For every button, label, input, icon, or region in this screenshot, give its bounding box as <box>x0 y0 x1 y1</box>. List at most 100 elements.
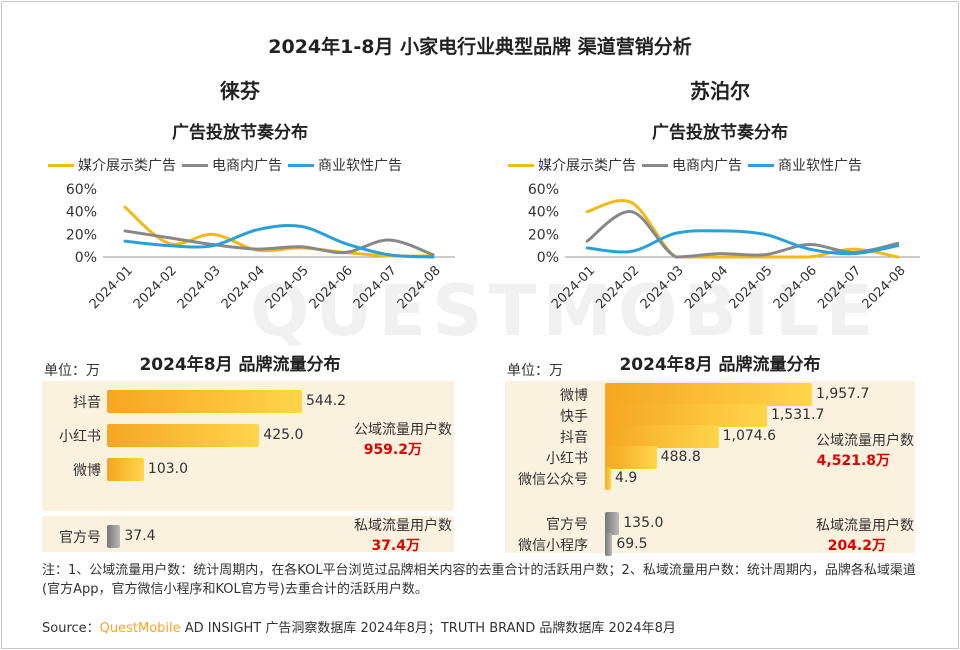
y-tick-label: 0% <box>75 250 97 266</box>
bar <box>605 383 812 406</box>
x-tick-label: 2024-04 <box>219 263 268 312</box>
y-tick-label: 60% <box>528 182 559 198</box>
x-tick-label: 2024-08 <box>860 263 909 312</box>
bar-chart-title-left: 2024年8月 品牌流量分布 <box>139 355 341 375</box>
legend-swatch <box>288 163 314 167</box>
bar <box>605 446 657 469</box>
bar-value-label: 1,957.7 <box>816 386 870 402</box>
y-tick-label: 40% <box>66 205 97 221</box>
series-line-left-0 <box>123 205 435 258</box>
bar-category-label: 官方号 <box>546 517 588 533</box>
legend-label: 媒介展示类广告 <box>78 158 176 174</box>
bar-value-label: 1,531.7 <box>770 407 825 423</box>
legend-item-ecom: 电商内广告 <box>642 155 742 175</box>
bar-value-label: 135.0 <box>623 515 664 531</box>
bar <box>107 525 121 548</box>
x-tick-label: 2024-06 <box>771 263 820 312</box>
legend-label: 商业软性广告 <box>778 158 862 174</box>
bar <box>605 425 719 448</box>
bar-category-label: 小红书 <box>59 429 101 445</box>
bar-category-label: 小红书 <box>546 451 588 467</box>
bar <box>107 390 302 413</box>
bar-category-label: 微信公众号 <box>518 472 588 488</box>
legend-item-soft: 商业软性广告 <box>748 155 862 175</box>
bar-category-label: 微信小程序 <box>518 538 588 554</box>
legend-swatch <box>748 163 774 167</box>
unit-label-left: 单位：万 <box>44 363 100 379</box>
source-rest: AD INSIGHT 广告洞察数据库 2024年8月；TRUTH BRAND 品… <box>180 621 676 636</box>
bar-category-label: 官方号 <box>59 530 101 546</box>
y-tick-label: 20% <box>66 227 97 243</box>
bar-category-label: 快手 <box>560 409 588 425</box>
legend-item-soft: 商业软性广告 <box>288 155 402 175</box>
public-total-label-right: 公域流量用户数 <box>816 433 914 449</box>
x-tick-label: 2024-01 <box>87 263 136 312</box>
bar-value-label: 488.8 <box>660 449 701 465</box>
series-line-right-0 <box>585 199 900 259</box>
bar-category-label: 抖音 <box>73 395 101 411</box>
line-charts: 60%40%20%0%2024-012024-022024-032024-042… <box>66 182 920 312</box>
private-total-label-right: 私域流量用户数 <box>816 518 914 534</box>
bar-value-label: 103.0 <box>147 461 188 477</box>
bar-value-label: 425.0 <box>263 427 304 443</box>
footnote: 注：1、公域流量用户数：统计周期内，在各KOL平台浏览过品牌相关内容的去重合计的… <box>42 563 916 597</box>
page-title: 2024年1-8月 小家电行业典型品牌 渠道营销分析 <box>268 36 692 58</box>
series-line-left-2 <box>123 224 435 259</box>
x-tick-label: 2024-05 <box>263 263 312 312</box>
x-tick-label: 2024-04 <box>682 263 731 312</box>
x-tick-label: 2024-05 <box>726 263 775 312</box>
source-prefix: Source： <box>42 621 100 636</box>
legend-label: 电商内广告 <box>212 158 282 174</box>
source-brand: QuestMobile <box>99 621 181 636</box>
source-line: Source：QuestMobile AD INSIGHT 广告洞察数据库 20… <box>42 617 676 636</box>
x-tick-label: 2024-08 <box>395 263 444 312</box>
y-tick-label: 40% <box>528 205 559 221</box>
bar-value-label: 4.9 <box>615 470 638 486</box>
bar-value-label: 544.2 <box>306 393 347 409</box>
legend-swatch <box>642 163 668 167</box>
legend-label: 商业软性广告 <box>318 158 402 174</box>
bar-category-label: 微博 <box>560 388 588 404</box>
legend-item-media: 媒介展示类广告 <box>508 155 636 175</box>
bar <box>605 467 611 490</box>
bar-value-label: 69.5 <box>616 536 648 552</box>
x-tick-label: 2024-03 <box>175 263 224 312</box>
legend-right: 媒介展示类广告 电商内广告 商业软性广告 <box>508 156 862 174</box>
x-tick-label: 2024-07 <box>351 263 400 312</box>
public-total-value-right: 4,521.8万 <box>816 453 890 469</box>
legend-item-media: 媒介展示类广告 <box>48 155 176 175</box>
public-total-label-left: 公域流量用户数 <box>354 422 452 438</box>
line-chart-title-left: 广告投放节奏分布 <box>172 123 308 143</box>
legend-left: 媒介展示类广告 电商内广告 商业软性广告 <box>48 156 402 174</box>
y-tick-label: 0% <box>537 250 559 266</box>
line-chart-title-right: 广告投放节奏分布 <box>652 123 788 143</box>
bar-value-label: 37.4 <box>124 528 156 544</box>
legend-swatch <box>508 163 534 167</box>
brand-title-left: 徕芬 <box>220 79 260 103</box>
legend-item-ecom: 电商内广告 <box>182 155 282 175</box>
x-tick-label: 2024-02 <box>593 263 642 312</box>
bar <box>605 533 613 556</box>
x-tick-label: 2024-02 <box>131 263 180 312</box>
bar <box>107 424 260 447</box>
bar <box>605 404 767 427</box>
legend-label: 媒介展示类广告 <box>538 158 636 174</box>
legend-swatch <box>48 163 74 167</box>
private-total-label-left: 私域流量用户数 <box>354 518 452 534</box>
public-total-value-left: 959.2万 <box>363 442 422 458</box>
x-tick-label: 2024-07 <box>815 263 864 312</box>
y-tick-label: 60% <box>66 182 97 198</box>
private-panel-right <box>505 511 915 553</box>
y-tick-label: 20% <box>528 227 559 243</box>
series-line-left-1 <box>123 229 435 257</box>
bar-category-label: 微博 <box>73 463 101 479</box>
private-total-value-left: 37.4万 <box>371 538 420 554</box>
bar <box>107 458 144 481</box>
private-total-value-right: 204.2万 <box>827 538 886 554</box>
x-tick-label: 2024-03 <box>638 263 687 312</box>
unit-label-right: 单位：万 <box>507 363 563 379</box>
x-tick-label: 2024-06 <box>307 263 356 312</box>
watermark: QUESTMOBILE <box>250 270 880 352</box>
x-tick-label: 2024-01 <box>549 263 598 312</box>
